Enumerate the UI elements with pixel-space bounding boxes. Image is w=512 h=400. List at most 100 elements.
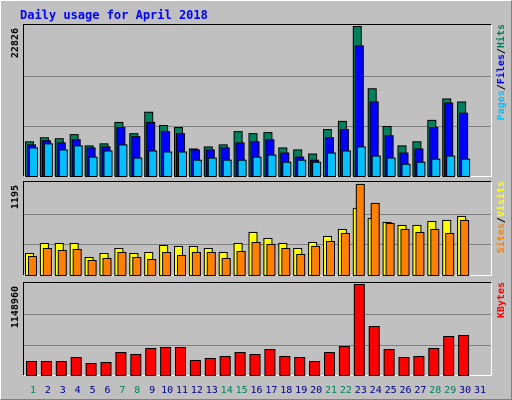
x-tick-label: 7 xyxy=(119,385,125,396)
x-tick-label: 8 xyxy=(134,385,140,396)
bar xyxy=(191,251,201,277)
bar xyxy=(341,150,351,178)
x-tick-label: 31 xyxy=(474,385,486,396)
x-tick-label: 24 xyxy=(370,385,382,396)
panel-shadow xyxy=(23,181,492,276)
bar xyxy=(26,361,37,376)
bar xyxy=(118,144,128,178)
x-tick-label: 30 xyxy=(459,385,471,396)
bar xyxy=(234,351,246,377)
bar xyxy=(368,326,380,376)
x-tick-label: 5 xyxy=(90,385,96,396)
bar xyxy=(72,248,82,276)
y-tick-label: 1148960 xyxy=(10,286,21,328)
bar xyxy=(252,156,262,177)
bar xyxy=(415,231,425,277)
bar xyxy=(87,259,97,277)
bar xyxy=(103,150,113,178)
bar xyxy=(327,152,336,178)
bar xyxy=(147,258,157,276)
bar xyxy=(132,256,142,276)
legend: KBytes xyxy=(496,282,507,318)
x-tick-label: 22 xyxy=(340,385,352,396)
bar xyxy=(57,249,67,276)
x-tick-label: 2 xyxy=(45,385,51,396)
bar xyxy=(249,353,261,376)
x-tick-label: 17 xyxy=(265,385,277,396)
bar xyxy=(117,251,127,277)
x-tick-label: 28 xyxy=(429,385,441,396)
bar xyxy=(222,159,232,177)
bar xyxy=(458,334,470,376)
x-tick-label: 4 xyxy=(75,385,81,396)
y-tick-label: 1195 xyxy=(10,185,21,209)
bar xyxy=(40,361,52,376)
legend-entry: Visits xyxy=(495,181,507,217)
bar xyxy=(309,361,321,376)
bar xyxy=(102,257,112,277)
bar xyxy=(355,183,365,276)
bar xyxy=(42,247,52,276)
bar xyxy=(443,336,455,377)
bar xyxy=(398,356,410,377)
legend-entry: Sites xyxy=(495,223,507,253)
x-tick-label: 10 xyxy=(161,385,173,396)
bar xyxy=(130,353,142,376)
bar xyxy=(431,158,441,178)
bar xyxy=(85,363,97,376)
bar xyxy=(162,251,172,277)
bar xyxy=(178,151,187,178)
bar xyxy=(251,241,261,276)
bar xyxy=(266,243,276,277)
bar xyxy=(236,250,246,277)
bar xyxy=(207,157,217,177)
bar xyxy=(163,151,173,178)
bar xyxy=(312,161,322,177)
x-tick-label: 25 xyxy=(385,385,397,396)
bar xyxy=(206,251,216,277)
panel-shadow xyxy=(23,282,492,376)
bar xyxy=(326,240,335,276)
legend-separator: / xyxy=(496,84,507,90)
bar xyxy=(55,361,67,376)
panel-shadow xyxy=(23,24,492,177)
bar xyxy=(28,255,37,276)
legend-entry: Pages xyxy=(496,90,507,120)
y-tick-label: 22826 xyxy=(10,28,21,58)
x-tick-label: 19 xyxy=(295,385,307,396)
x-tick-label: 3 xyxy=(60,385,66,396)
bar xyxy=(356,146,366,177)
bar xyxy=(267,154,277,177)
bar xyxy=(88,156,98,177)
x-tick-label: 20 xyxy=(310,385,322,396)
bar xyxy=(294,356,306,377)
bar xyxy=(192,159,202,177)
bar xyxy=(428,348,440,377)
x-tick-label: 15 xyxy=(236,385,248,396)
x-tick-label: 1 xyxy=(30,385,36,396)
bar xyxy=(353,284,365,376)
bar xyxy=(413,356,425,376)
x-tick-label: 13 xyxy=(206,385,218,396)
x-tick-label: 14 xyxy=(221,385,233,396)
x-tick-label: 21 xyxy=(325,385,337,396)
bar xyxy=(221,257,231,277)
legend-separator: / xyxy=(496,217,507,223)
bar xyxy=(370,202,380,276)
bar xyxy=(400,228,410,276)
bar xyxy=(145,348,157,377)
bar xyxy=(311,245,321,277)
x-tick-label: 18 xyxy=(280,385,292,396)
bar xyxy=(416,161,426,177)
x-tick-label: 9 xyxy=(149,385,155,396)
bar xyxy=(100,361,112,377)
legend: Pages/Files/Hits xyxy=(495,24,507,120)
bar xyxy=(177,254,186,276)
bar xyxy=(70,356,82,377)
bar xyxy=(58,149,68,177)
bar xyxy=(148,150,158,178)
x-tick-label: 12 xyxy=(191,385,203,396)
bar xyxy=(383,348,395,376)
bar xyxy=(324,351,335,377)
